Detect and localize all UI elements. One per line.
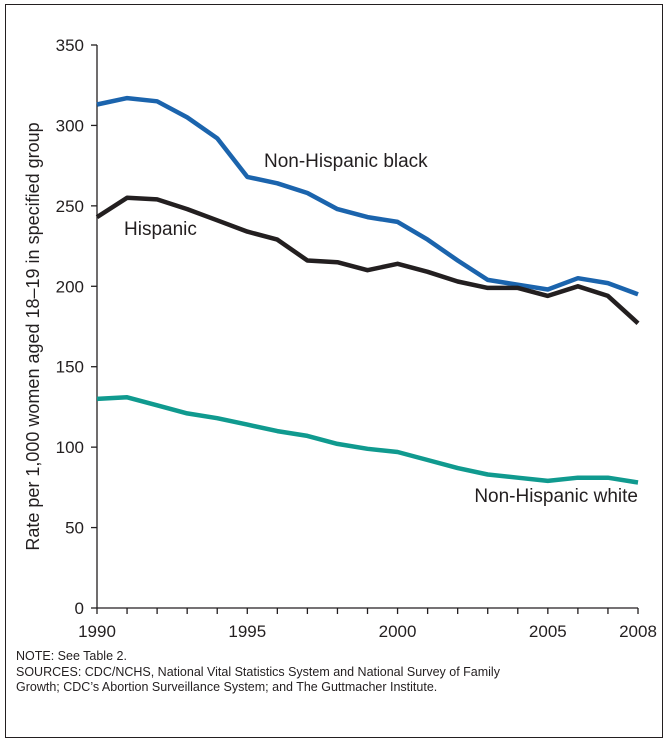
y-tick-label: 0 (75, 599, 84, 618)
y-tick-label: 350 (56, 36, 84, 55)
note-text: NOTE: See Table 2. (16, 649, 127, 663)
chart-axes: 0 50 100 150 200 250 300 350 1990 1995 2000 2005 200… (56, 36, 657, 641)
x-tick-label: 1990 (78, 622, 116, 641)
y-tick-label: 250 (56, 197, 84, 216)
series-line-hispanic (95, 195, 640, 325)
figure-frame (5, 4, 663, 738)
y-axis-title: Rate per 1,000 women aged 18–19 in speci… (23, 122, 43, 550)
series-label-non-hispanic-black: Non-Hispanic black (264, 151, 428, 172)
series-label-hispanic: Hispanic (124, 219, 197, 240)
x-tick-label: 2005 (529, 622, 567, 641)
sources-text-line-1: SOURCES: CDC/NCHS, National Vital Statis… (16, 664, 500, 679)
series-label-non-hispanic-white: Non-Hispanic white (474, 486, 638, 507)
y-tick-label: 200 (56, 277, 84, 296)
series-line-non-hispanic-black (96, 95, 639, 297)
sources-text-line-2: Growth; CDC’s Abortion Surveillance Syst… (16, 680, 438, 694)
figure-notes: NOTE: See Table 2. SOURCES: CDC/NCHS, Na… (16, 649, 664, 696)
y-tick-label: 50 (65, 519, 84, 538)
x-tick-label: 1995 (228, 622, 266, 641)
series-line-non-hispanic-white (96, 395, 639, 485)
x-tick-label: 2000 (379, 622, 417, 641)
y-tick-label: 300 (56, 116, 84, 135)
chart-labels: YearRate per 1,000 women aged 18–19 in s… (23, 122, 638, 550)
line-chart: 0 50 100 150 200 250 300 350 1990 1995 2000 2005 200… (23, 36, 657, 641)
series-lines (95, 95, 640, 485)
x-tick-label: 2008 (619, 622, 657, 641)
y-tick-label: 150 (56, 358, 84, 377)
y-tick-label: 100 (56, 438, 84, 457)
